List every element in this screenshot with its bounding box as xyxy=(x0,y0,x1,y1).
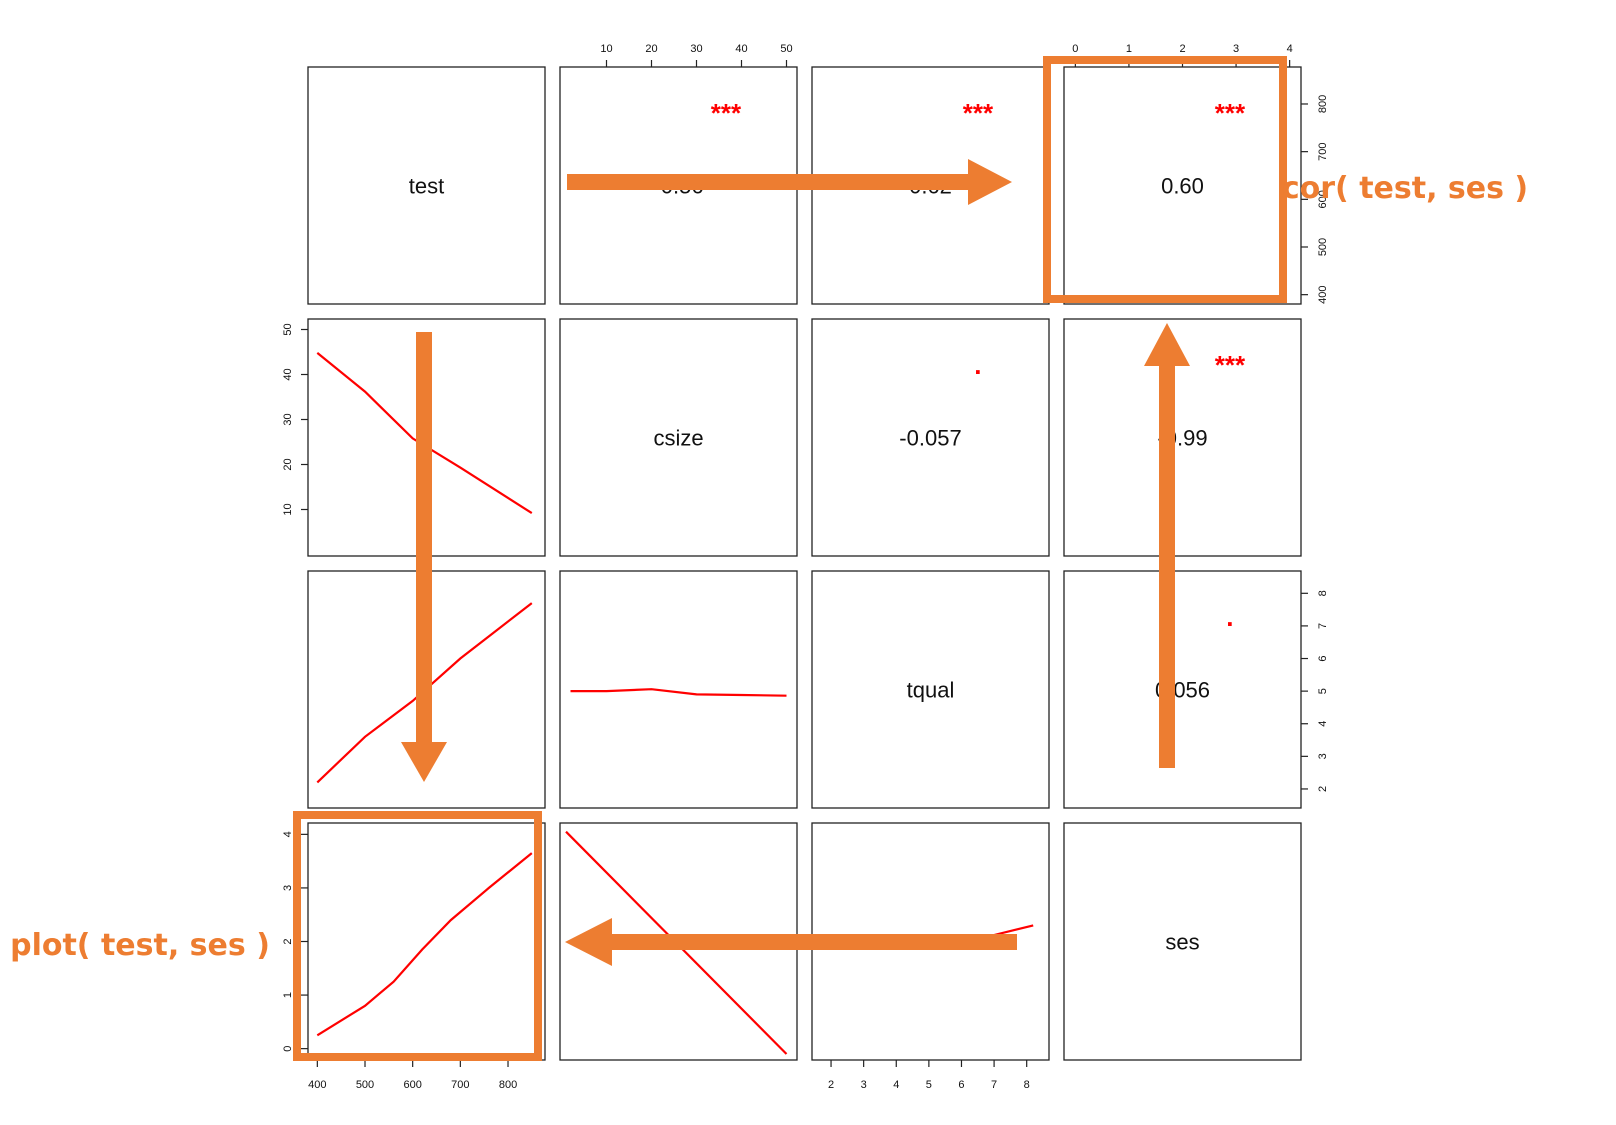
panel-ses-test xyxy=(307,822,546,1061)
trend-line-ses-vs-test xyxy=(316,852,533,1037)
tick-label-ses: 0 xyxy=(1072,43,1078,55)
tick-label-csize: 10 xyxy=(600,43,612,55)
variable-label-csize: csize xyxy=(653,426,703,451)
panel-ses-ses xyxy=(1063,822,1302,1061)
panel-tqual-csize xyxy=(559,570,798,809)
tick-label-ses: 1 xyxy=(1126,43,1132,55)
panel-csize-tqual xyxy=(811,318,1050,557)
tick-label-csize: 30 xyxy=(690,43,702,55)
tick-label-tqual: 5 xyxy=(926,1079,932,1091)
tick-label-test: 600 xyxy=(1317,190,1329,208)
tick-label-ses: 2 xyxy=(282,938,294,944)
highlight-box-plot xyxy=(293,811,542,1061)
arrow-down-head xyxy=(401,742,447,782)
significance-stars-test-ses: *** xyxy=(1215,98,1246,128)
tick-label-tqual: 7 xyxy=(991,1079,997,1091)
significance-stars-tqual-ses: . xyxy=(1226,602,1233,632)
tick-label-test: 600 xyxy=(403,1079,421,1091)
tick-label-test: 400 xyxy=(308,1079,326,1091)
tick-label-ses: 4 xyxy=(1287,43,1293,55)
tick-label-test: 700 xyxy=(451,1079,469,1091)
significance-stars-csize-tqual: . xyxy=(974,350,981,380)
tick-label-csize: 40 xyxy=(735,43,747,55)
tick-label-test: 800 xyxy=(499,1079,517,1091)
arrow-right-head xyxy=(968,159,1012,205)
panel-csize-csize xyxy=(559,318,798,557)
variable-label-ses: ses xyxy=(1165,930,1199,955)
arrow-up-shaft xyxy=(1159,358,1175,768)
panel-tqual-ses xyxy=(1063,570,1302,809)
trend-line-tqual-vs-test xyxy=(316,602,533,784)
tick-label-ses: 0 xyxy=(282,1046,294,1052)
tick-label-test: 400 xyxy=(1317,285,1329,303)
tick-label-csize: 20 xyxy=(645,43,657,55)
panel-tqual-tqual xyxy=(811,570,1050,809)
tick-label-tqual: 7 xyxy=(1317,623,1329,629)
tick-label-tqual: 2 xyxy=(828,1079,834,1091)
significance-stars-csize-ses: *** xyxy=(1215,350,1246,380)
tick-label-csize: 20 xyxy=(282,458,294,470)
tick-label-ses: 3 xyxy=(1233,43,1239,55)
arrow-up-head xyxy=(1144,323,1190,366)
tick-label-csize: 50 xyxy=(780,43,792,55)
trend-line-csize-vs-test xyxy=(316,352,533,515)
annotation-overlay xyxy=(293,56,1287,1061)
tick-label-test: 800 xyxy=(1317,95,1329,113)
significance-stars-test-tqual: *** xyxy=(963,98,994,128)
panel-test-ses xyxy=(1063,66,1302,305)
arrow-down-shaft xyxy=(416,332,432,752)
plot-annotation-label: plot( test, ses ) xyxy=(10,928,270,963)
arrow-right-shaft xyxy=(567,174,977,190)
trend-line-tqual-vs-csize xyxy=(570,688,787,697)
panel-test-test xyxy=(307,66,546,305)
tick-label-test: 500 xyxy=(356,1079,374,1091)
tick-label-ses: 4 xyxy=(282,831,294,837)
highlight-box-cor xyxy=(1043,56,1287,303)
tick-label-tqual: 6 xyxy=(958,1079,964,1091)
tick-label-tqual: 8 xyxy=(1024,1079,1030,1091)
tick-label-ses: 3 xyxy=(282,885,294,891)
tick-label-tqual: 4 xyxy=(1317,721,1329,727)
tick-label-ses: 1 xyxy=(282,992,294,998)
tick-label-csize: 30 xyxy=(282,413,294,425)
tick-label-tqual: 4 xyxy=(893,1079,899,1091)
correlation-csize-tqual: -0.057 xyxy=(899,426,961,451)
tick-label-tqual: 3 xyxy=(1317,753,1329,759)
tick-label-tqual: 8 xyxy=(1317,590,1329,596)
tick-label-test: 700 xyxy=(1317,142,1329,160)
variable-label-tqual: tqual xyxy=(907,678,955,703)
tick-label-tqual: 5 xyxy=(1317,688,1329,694)
variable-label-test: test xyxy=(409,174,444,199)
tick-label-ses: 2 xyxy=(1179,43,1185,55)
tick-label-csize: 10 xyxy=(282,503,294,515)
tick-label-tqual: 6 xyxy=(1317,655,1329,661)
correlation-test-ses: 0.60 xyxy=(1161,174,1204,199)
tick-label-tqual: 3 xyxy=(861,1079,867,1091)
tick-label-tqual: 2 xyxy=(1317,786,1329,792)
tick-label-csize: 50 xyxy=(282,323,294,335)
arrow-left-head xyxy=(565,918,612,966)
tick-label-csize: 40 xyxy=(282,368,294,380)
arrow-left-shaft xyxy=(605,934,1017,950)
cor-annotation-label: cor( test, ses ) xyxy=(1282,171,1528,206)
significance-stars-test-csize: *** xyxy=(711,98,742,128)
tick-label-test: 500 xyxy=(1317,238,1329,256)
